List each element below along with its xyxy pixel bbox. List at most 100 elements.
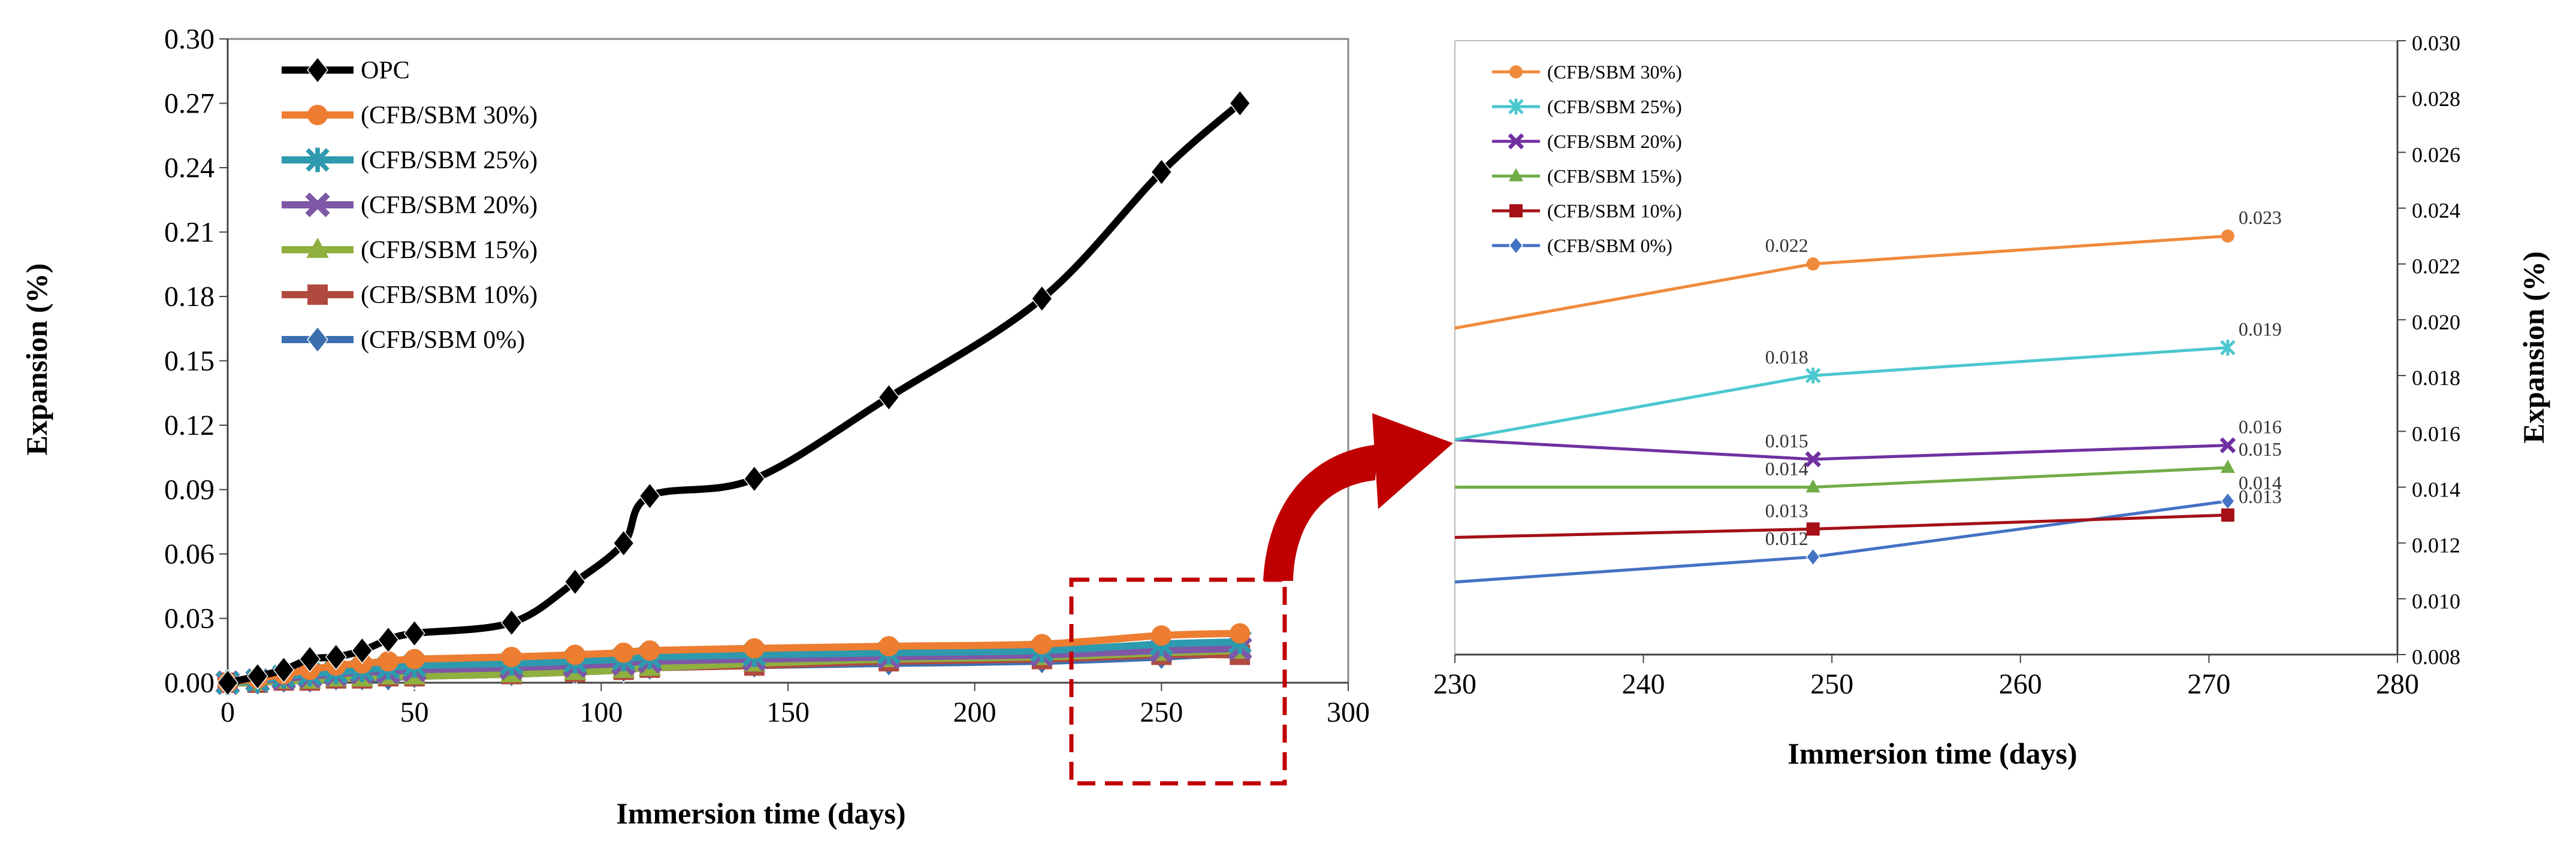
left-point-cfb-sbm-30 [639, 640, 660, 661]
right-legend-marker [1509, 237, 1523, 255]
left-series-opc [217, 90, 1251, 696]
left-legend-label: (CFB/SBM 0%) [361, 326, 525, 354]
left-legend-label: (CFB/SBM 10%) [361, 281, 537, 309]
right-point-cfb-sbm-20 [1805, 451, 1822, 468]
right-y-tick-label: 0.020 [2412, 310, 2460, 334]
left-legend: OPC (CFB/SBM 30%) (CFB/SBM 25%) (CFB/SBM 20… [282, 56, 537, 354]
left-x-tick-label: 150 [766, 696, 810, 728]
right-point-cfb-sbm-10 [2221, 508, 2234, 522]
left-point-cfb-sbm-30 [613, 642, 634, 663]
left-y-tick-label: 0.09 [164, 474, 215, 506]
left-legend-marker [307, 284, 328, 305]
right-point-cfb-sbm-30 [2221, 229, 2234, 243]
left-legend-item-cfb-sbm-25: (CFB/SBM 25%) [282, 147, 537, 174]
left-legend-marker [307, 105, 328, 125]
right-x-tick-label: 280 [2376, 668, 2419, 700]
right-x-tick-label: 260 [1999, 668, 2042, 700]
left-legend-item-cfb-sbm-15: (CFB/SBM 15%) [282, 237, 537, 264]
left-legend-label: OPC [361, 57, 410, 84]
right-data-label: 0.013 [2239, 486, 2282, 507]
right-legend-item-cfb-sbm-25: (CFB/SBM 25%) [1492, 96, 1682, 117]
left-point-opc [351, 637, 373, 664]
left-legend-item-cfb-sbm-30: (CFB/SBM 30%) [282, 102, 537, 129]
left-point-cfb-sbm-30 [564, 644, 585, 665]
right-data-label: 0.022 [1765, 235, 1808, 256]
right-axes: 230 240 250 260 270 2800.0080.0100.0120.0140.… [1433, 31, 2460, 700]
right-y-tick-label: 0.030 [2412, 31, 2460, 55]
left-point-cfb-sbm-30 [1031, 634, 1052, 655]
left-legend-item-opc: OPC [282, 56, 410, 84]
right-data-label: 0.013 [1765, 499, 1808, 521]
left-point-opc [564, 568, 586, 596]
left-point-cfb-sbm-30 [404, 649, 425, 670]
left-x-tick-label: 50 [400, 696, 429, 728]
right-x-axis-title: Immersion time (days) [1787, 737, 2077, 770]
left-y-tick-label: 0.18 [164, 281, 215, 313]
right-y-tick-label: 0.014 [2412, 477, 2460, 501]
right-data-label: 0.016 [2239, 416, 2282, 438]
right-series-cfb-sbm-30: 0.022 0.023 [1454, 207, 2282, 330]
left-point-opc [273, 656, 295, 683]
right-legend-item-cfb-sbm-15: (CFB/SBM 15%) [1492, 165, 1682, 187]
right-point-cfb-sbm-25 [1805, 367, 1821, 384]
right-point-cfb-sbm-15 [1805, 479, 1820, 493]
right-legend-marker [1509, 204, 1523, 217]
left-point-opc [325, 643, 347, 671]
left-legend-item-cfb-sbm-0: (CFB/SBM 0%) [282, 326, 525, 354]
right-data-label: 0.015 [1765, 430, 1808, 452]
left-x-tick-label: 100 [579, 696, 623, 728]
right-y-tick-label: 0.026 [2412, 143, 2460, 166]
right-y-tick-label: 0.012 [2412, 534, 2460, 558]
left-point-opc [378, 626, 399, 653]
left-legend-marker [307, 326, 328, 353]
arrow-head [1372, 413, 1453, 509]
left-y-tick-label: 0.24 [164, 152, 215, 184]
right-legend-label: (CFB/SBM 15%) [1547, 165, 1682, 187]
right-data-label: 0.015 [2239, 438, 2282, 460]
left-point-opc [217, 669, 238, 696]
zoom-chart: 230 240 250 260 270 2800.0080.0100.0120.0140.… [1433, 31, 2550, 770]
right-point-cfb-sbm-15 [2220, 459, 2235, 473]
left-axes: 0 50 100 150 200 250 300 0.00 0.03 0.06 0.09 0.12 0.… [164, 23, 1370, 728]
left-point-opc [403, 620, 425, 647]
left-point-opc [1229, 90, 1251, 117]
right-legend-item-cfb-sbm-30: (CFB/SBM 30%) [1492, 61, 1682, 83]
left-point-opc [1150, 158, 1173, 186]
left-y-tick-label: 0.12 [164, 410, 215, 441]
right-point-cfb-sbm-0 [1805, 547, 1820, 566]
zoom-arrow [1263, 413, 1453, 581]
right-x-tick-label: 250 [1810, 668, 1853, 700]
right-y-tick-label: 0.018 [2412, 366, 2460, 390]
left-y-tick-label: 0.30 [164, 23, 215, 55]
right-legend: (CFB/SBM 30%) (CFB/SBM 25%) (CFB/SBM 20%) (… [1492, 61, 1682, 256]
left-y-axis-title: Expansion (%) [20, 264, 53, 456]
left-legend-marker [305, 192, 330, 217]
left-point-opc [878, 383, 900, 411]
left-point-cfb-sbm-30 [1151, 625, 1172, 646]
left-point-opc [246, 662, 268, 690]
right-legend-marker [1508, 98, 1524, 115]
left-point-cfb-sbm-30 [501, 647, 522, 667]
right-y-tick-label: 0.008 [2412, 645, 2460, 669]
left-legend-label: (CFB/SBM 15%) [361, 237, 537, 264]
left-x-tick-label: 200 [953, 696, 996, 728]
right-legend-marker [1509, 65, 1523, 78]
left-x-tick-label: 0 [221, 696, 235, 728]
left-point-opc [743, 465, 765, 493]
right-legend-label: (CFB/SBM 0%) [1547, 235, 1672, 256]
left-point-cfb-sbm-30 [878, 636, 899, 657]
left-point-opc [612, 529, 635, 557]
right-point-cfb-sbm-20 [2219, 437, 2236, 453]
right-data-label: 0.014 [1765, 458, 1808, 479]
right-point-cfb-sbm-25 [2220, 340, 2236, 356]
right-series: 0.0120.0140.0130.0130.0140.0150.0150.016… [1454, 207, 2282, 584]
right-x-tick-label: 240 [1622, 668, 1665, 700]
left-legend-label: (CFB/SBM 20%) [361, 192, 537, 219]
right-y-tick-label: 0.010 [2412, 589, 2460, 613]
left-y-tick-label: 0.03 [164, 603, 215, 635]
right-legend-item-cfb-sbm-20: (CFB/SBM 20%) [1492, 131, 1682, 152]
left-plot-area [227, 38, 1349, 684]
